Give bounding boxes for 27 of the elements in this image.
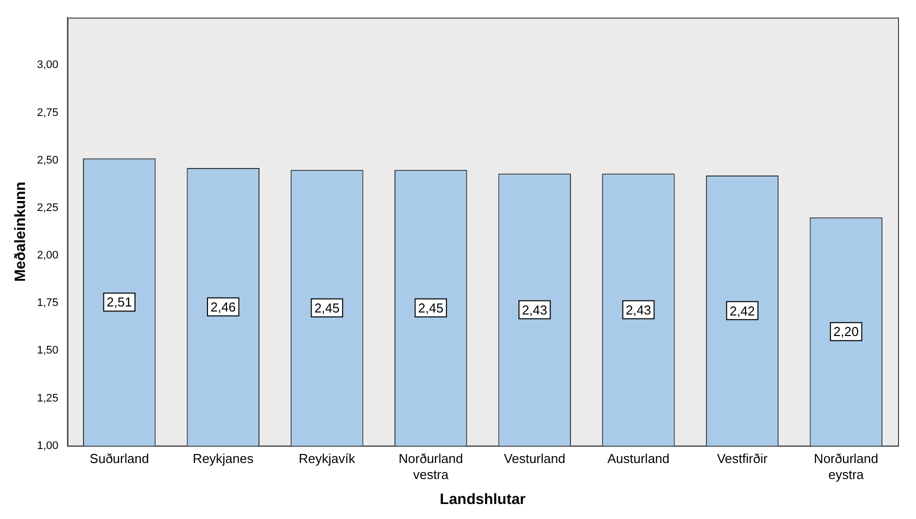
x-tick-label: Austurland — [607, 451, 670, 466]
data-label: 2,43 — [626, 302, 652, 318]
y-tick-label: 2,25 — [36, 202, 58, 214]
data-label: 2,20 — [833, 324, 859, 340]
data-label: 2,45 — [418, 300, 444, 316]
x-tick-label: Reykjanes — [192, 451, 254, 466]
data-label: 2,42 — [730, 303, 755, 318]
x-tick-label: Vestfirðir — [716, 451, 768, 466]
y-tick-label: 2,50 — [36, 154, 58, 166]
x-axis-title: Landshlutar — [440, 491, 526, 508]
y-tick-label: 2,00 — [36, 250, 58, 262]
x-tick-label: Vesturland — [504, 451, 566, 466]
x-tick-label: Suðurland — [90, 451, 149, 466]
y-tick-label: 2,75 — [36, 106, 58, 119]
y-tick-label: 1,75 — [36, 297, 58, 310]
y-tick-label: 3,00 — [36, 59, 58, 72]
y-tick-label: 1,25 — [36, 392, 58, 404]
y-axis-title: Meðaleinkunn — [12, 182, 30, 282]
x-tick-label: Norðurland eystra — [814, 451, 878, 482]
data-label: 2,43 — [522, 302, 548, 318]
x-tick-label: Norðurland vestra — [398, 451, 463, 482]
x-tick-label: Reykjavík — [298, 451, 356, 466]
data-label: 2,45 — [314, 300, 340, 316]
y-tick-label: 1,00 — [36, 440, 58, 452]
data-label: 2,51 — [106, 294, 132, 310]
y-tick-label: 1,50 — [36, 344, 58, 357]
data-label: 2,46 — [210, 299, 236, 314]
